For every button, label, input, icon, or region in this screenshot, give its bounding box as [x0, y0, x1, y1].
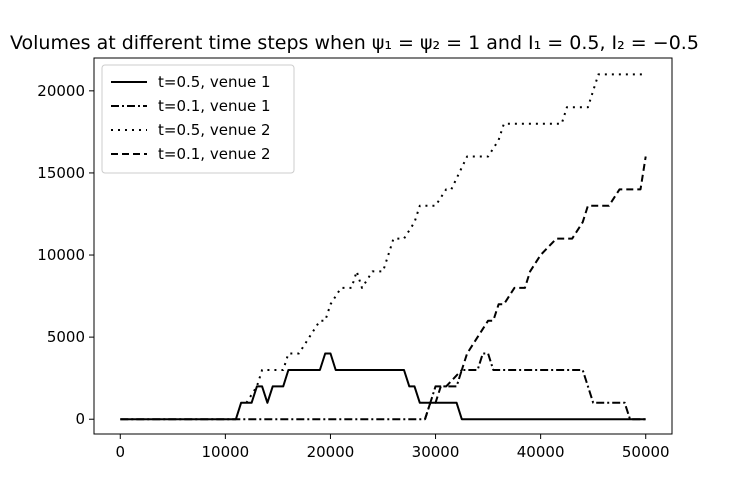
series-line-2	[120, 352, 646, 421]
y-tick-label: 10000	[37, 246, 85, 264]
y-axis: 0 5000 10000 15000 20000	[37, 82, 94, 428]
series-layer	[120, 73, 647, 421]
plot-frame	[93, 57, 673, 435]
x-tick-label: 0	[115, 443, 125, 461]
chart-title: Volumes at different time steps when ψ₁ …	[10, 32, 699, 54]
series-line-3	[245, 73, 646, 404]
x-tick-label: 30000	[412, 443, 460, 461]
y-tick-label: 5000	[47, 328, 85, 346]
legend-label-3: t=0.5, venue 2	[158, 121, 271, 139]
y-tick-label: 0	[75, 410, 85, 428]
x-tick-label: 40000	[517, 443, 565, 461]
legend-label-4: t=0.1, venue 2	[158, 145, 271, 163]
y-tick-label: 15000	[37, 164, 85, 182]
x-tick-label: 10000	[202, 443, 250, 461]
x-tick-label: 50000	[622, 443, 670, 461]
legend-box	[101, 64, 295, 174]
legend: t=0.5, venue 1 t=0.1, venue 1 t=0.5, venue…	[101, 64, 295, 174]
legend-label-2: t=0.1, venue 1	[158, 97, 271, 115]
series-line-1	[120, 352, 646, 421]
legend-label-1: t=0.5, venue 1	[158, 73, 271, 91]
y-tick-label: 20000	[37, 82, 85, 100]
plot-area	[93, 57, 673, 435]
series-line-4	[424, 156, 647, 420]
x-axis: 0 10000 20000 30000 40000 50000	[115, 434, 670, 461]
x-tick-label: 20000	[307, 443, 355, 461]
